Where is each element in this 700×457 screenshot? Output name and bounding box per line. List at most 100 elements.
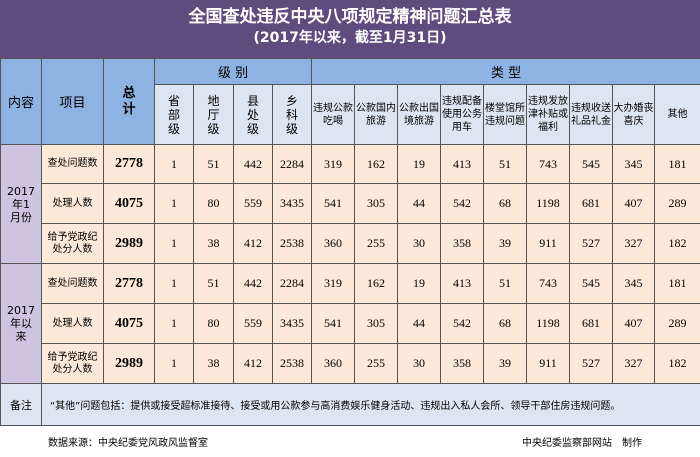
row-item: 给予党政纪处分人数 <box>41 223 104 264</box>
value-cell: 162 <box>354 263 399 304</box>
value-cell: 681 <box>569 183 614 224</box>
value-cell: 319 <box>311 144 356 184</box>
value-cell: 181 <box>654 263 700 304</box>
value-cell: 2284 <box>271 263 313 304</box>
row-item: 处理人数 <box>41 303 104 344</box>
group-label: 2017年以来 <box>0 263 42 384</box>
header-type: 类 型 <box>311 58 700 85</box>
value-cell: 39 <box>483 343 528 384</box>
level-header: 县处级 <box>233 84 273 145</box>
value-cell: 255 <box>354 343 399 384</box>
type-header: 违规收送礼品礼金 <box>569 84 614 145</box>
value-cell: 68 <box>483 183 528 224</box>
value-cell: 80 <box>193 183 234 224</box>
row-total: 2778 <box>103 144 155 184</box>
type-header: 其他 <box>654 84 700 145</box>
value-cell: 442 <box>233 144 273 184</box>
value-cell: 360 <box>311 343 356 384</box>
level-header: 乡科级 <box>271 84 313 145</box>
row-total: 4075 <box>103 183 155 224</box>
value-cell: 1 <box>154 183 194 224</box>
value-cell: 51 <box>193 263 234 304</box>
value-cell: 305 <box>354 183 399 224</box>
value-cell: 542 <box>440 183 485 224</box>
value-cell: 345 <box>612 144 656 184</box>
data-source: 数据来源：中央纪委党风政风监督室 <box>48 438 208 449</box>
value-cell: 545 <box>569 144 614 184</box>
value-cell: 305 <box>354 303 399 344</box>
page-subtitle: (2017年以来，截至1月31日) <box>253 30 447 46</box>
type-header: 公款出国境旅游 <box>397 84 442 145</box>
table-row: 2017年1月份 查处问题数 2778 1 51 442 2284 319 162 19 413 51… <box>0 144 700 264</box>
value-cell: 2538 <box>271 223 313 264</box>
table-row: 处理人数 4075 1 80 559 3435 541 305 44 542 68 1198 681 40… <box>1 183 700 224</box>
value-cell: 2538 <box>271 343 313 384</box>
row-item: 处理人数 <box>41 183 104 224</box>
notes-text: “其他”问题包括：提供或接受超标准接待、接受或用公款参与高消费娱乐健身活动、违规… <box>40 383 700 426</box>
row-total: 4075 <box>103 303 155 344</box>
type-header: 楼堂馆所违规问题 <box>483 84 528 145</box>
value-cell: 44 <box>397 303 442 344</box>
table-row: 2017年以来 查处问题数 2778 1 51 442 2284 319 162 19 413 51 7… <box>0 263 700 384</box>
title-banner: 全国查处违反中央八项规定精神问题汇总表 (2017年以来，截至1月31日) <box>0 0 700 58</box>
summary-table: 内容 项目 总计 级 别 类 型 省部级 地厅级 县处级 乡科级 违规公款吃喝 公款国内旅… <box>0 58 700 426</box>
row-item: 查处问题数 <box>41 263 104 304</box>
value-cell: 182 <box>654 223 700 264</box>
value-cell: 181 <box>654 144 700 184</box>
value-cell: 1 <box>154 303 194 344</box>
type-header: 违规发放津补贴或福利 <box>526 84 571 145</box>
table-row: 给予党政纪处分人数 2989 1 38 412 2538 360 255 30 358 39 911 5… <box>1 223 700 264</box>
value-cell: 413 <box>440 263 485 304</box>
notes-label: 备注 <box>0 383 42 426</box>
value-cell: 407 <box>612 183 656 224</box>
value-cell: 1198 <box>526 183 571 224</box>
value-cell: 1 <box>154 343 194 384</box>
value-cell: 30 <box>397 223 442 264</box>
value-cell: 1 <box>154 223 194 264</box>
table-row: 处理人数 4075 1 80 559 3435 541 305 44 542 68 1198 681 40… <box>1 303 700 344</box>
value-cell: 19 <box>397 263 442 304</box>
value-cell: 44 <box>397 183 442 224</box>
value-cell: 412 <box>233 223 273 264</box>
value-cell: 162 <box>354 144 399 184</box>
value-cell: 545 <box>569 263 614 304</box>
value-cell: 559 <box>233 183 273 224</box>
row-total: 2989 <box>103 343 155 384</box>
value-cell: 3435 <box>271 303 313 344</box>
type-header: 公款国内旅游 <box>354 84 399 145</box>
value-cell: 51 <box>483 144 528 184</box>
level-header: 省部级 <box>154 84 194 145</box>
level-header: 地厅级 <box>193 84 234 145</box>
value-cell: 911 <box>526 343 571 384</box>
table-row: 给予党政纪处分人数 2989 1 38 412 2538 360 255 30 358 39 911 5… <box>1 343 700 384</box>
value-cell: 527 <box>569 343 614 384</box>
type-header: 违规配备使用公务用车 <box>440 84 485 145</box>
type-header: 违规公款吃喝 <box>311 84 356 145</box>
row-total: 2778 <box>103 263 155 304</box>
value-cell: 442 <box>233 263 273 304</box>
value-cell: 559 <box>233 303 273 344</box>
value-cell: 182 <box>654 343 700 384</box>
value-cell: 345 <box>612 263 656 304</box>
value-cell: 30 <box>397 343 442 384</box>
value-cell: 541 <box>311 183 356 224</box>
value-cell: 68 <box>483 303 528 344</box>
group-label: 2017年1月份 <box>0 144 42 264</box>
value-cell: 911 <box>526 223 571 264</box>
value-cell: 327 <box>612 223 656 264</box>
header-level: 级 别 <box>153 58 313 85</box>
type-header: 大办婚丧喜庆 <box>612 84 656 145</box>
value-cell: 2284 <box>271 144 313 184</box>
header-content: 内容 <box>0 58 42 145</box>
row-item: 查处问题数 <box>41 144 104 184</box>
value-cell: 413 <box>440 144 485 184</box>
value-cell: 542 <box>440 303 485 344</box>
value-cell: 1 <box>154 263 194 304</box>
value-cell: 51 <box>483 263 528 304</box>
header-item: 项目 <box>41 58 104 145</box>
value-cell: 743 <box>526 263 571 304</box>
value-cell: 38 <box>193 343 234 384</box>
page-title: 全国查处违反中央八项规定精神问题汇总表 <box>188 7 512 27</box>
value-cell: 319 <box>311 263 356 304</box>
row-item: 给予党政纪处分人数 <box>41 343 104 384</box>
